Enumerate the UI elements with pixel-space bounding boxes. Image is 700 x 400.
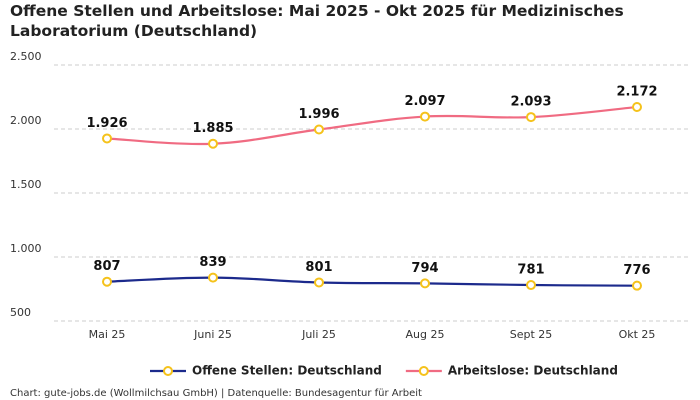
data-label: 781 <box>517 263 544 278</box>
legend-marker <box>163 366 173 376</box>
source-note: Chart: gute-jobs.de (Wollmilchsau GmbH) … <box>10 388 422 399</box>
y-tick-label: 2.000 <box>10 114 42 127</box>
y-tick-label: 500 <box>10 306 31 319</box>
x-tick-label: Aug 25 <box>406 328 445 341</box>
series-line <box>106 276 638 287</box>
point-marker <box>526 280 536 291</box>
data-label: 794 <box>411 261 438 276</box>
point-marker <box>420 111 430 122</box>
data-label: 1.996 <box>298 107 339 122</box>
point-marker <box>208 272 218 283</box>
series-line <box>106 105 638 146</box>
x-tick-label: Sept 25 <box>510 328 553 341</box>
data-label: 2.093 <box>510 95 551 110</box>
x-tick-label: Okt 25 <box>619 328 656 341</box>
data-label: 839 <box>199 255 226 270</box>
data-label: 807 <box>93 259 120 274</box>
point-marker <box>420 278 430 289</box>
data-label: 776 <box>623 263 650 278</box>
x-tick-label: Mai 25 <box>89 328 126 341</box>
data-label: 1.926 <box>86 116 127 131</box>
data-label: 801 <box>305 260 332 275</box>
point-marker <box>208 138 218 149</box>
data-label: 1.885 <box>192 121 233 136</box>
legend-label: Offene Stellen: Deutschland <box>192 364 382 378</box>
point-marker <box>102 276 112 287</box>
y-tick-label: 1.000 <box>10 242 42 255</box>
y-tick-label: 2.500 <box>10 50 42 63</box>
point-marker <box>632 280 642 291</box>
legend-label: Arbeitslose: Deutschland <box>448 364 618 378</box>
point-marker <box>102 133 112 144</box>
x-tick-label: Juni 25 <box>193 328 232 341</box>
data-label: 2.097 <box>404 94 445 109</box>
y-tick-label: 1.500 <box>10 178 42 191</box>
point-marker <box>526 112 536 123</box>
data-label: 2.172 <box>616 84 657 99</box>
point-marker <box>632 101 642 112</box>
point-marker <box>314 277 324 288</box>
point-marker <box>314 124 324 135</box>
chart-title: Offene Stellen und Arbeitslose: Mai 2025… <box>10 2 624 40</box>
x-tick-label: Juli 25 <box>301 328 336 341</box>
legend-marker <box>418 366 429 376</box>
